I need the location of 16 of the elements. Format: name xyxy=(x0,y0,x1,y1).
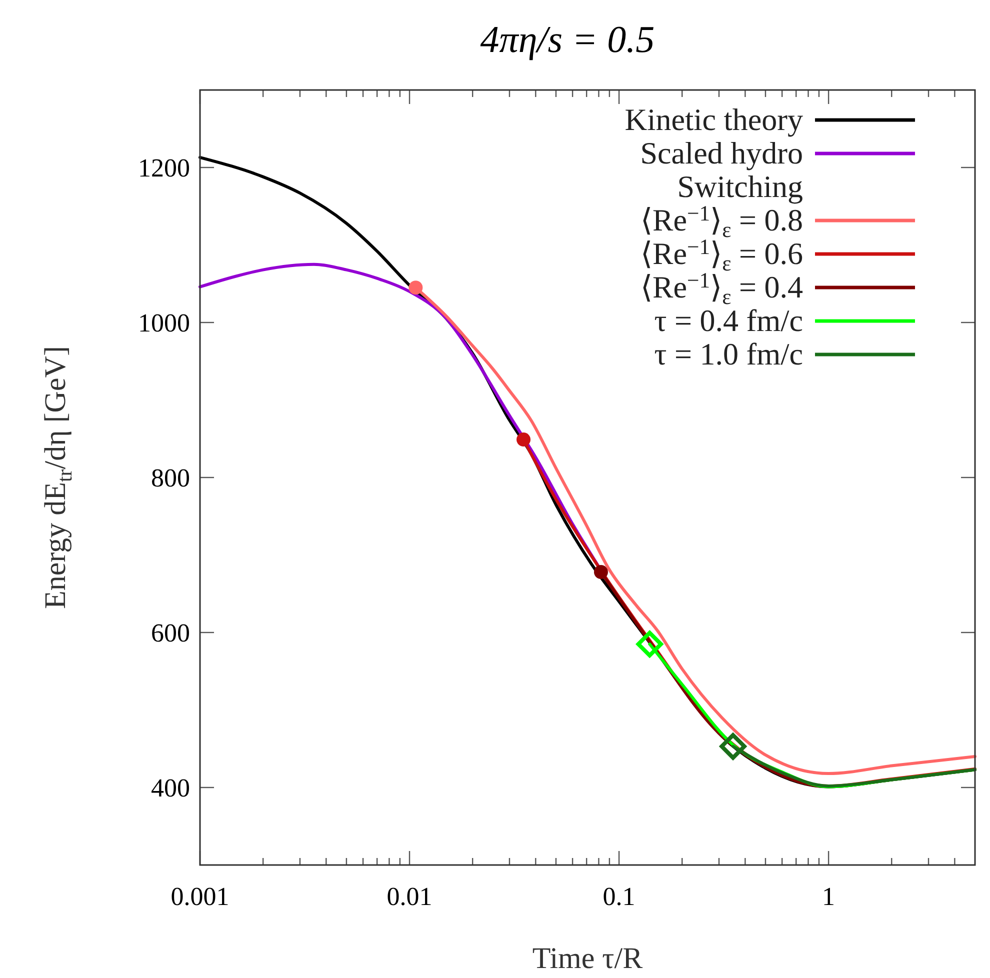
chart-title: 4πη/s = 0.5 xyxy=(480,19,655,61)
legend-label: τ = 0.4 fm/c xyxy=(654,303,803,338)
y-tick-label: 800 xyxy=(151,464,190,492)
x-tick-label: 0.001 xyxy=(170,882,230,911)
x-tick-label: 1 xyxy=(822,882,836,911)
legend-label: Kinetic theory xyxy=(624,102,804,137)
y-tick-label: 1000 xyxy=(138,308,190,338)
y-tick-label: 400 xyxy=(151,774,190,802)
x-tick-label: 0.1 xyxy=(602,882,636,911)
y-tick-label: 600 xyxy=(151,618,190,648)
y-tick-label: 1200 xyxy=(138,154,190,182)
x-tick-label: 0.01 xyxy=(386,882,432,911)
legend-label: Scaled hydro xyxy=(640,136,803,170)
x-axis-title: Time τ/R xyxy=(532,942,643,975)
annotation: Switching xyxy=(677,169,803,204)
legend-label: τ = 1.0 fm/c xyxy=(654,336,803,372)
